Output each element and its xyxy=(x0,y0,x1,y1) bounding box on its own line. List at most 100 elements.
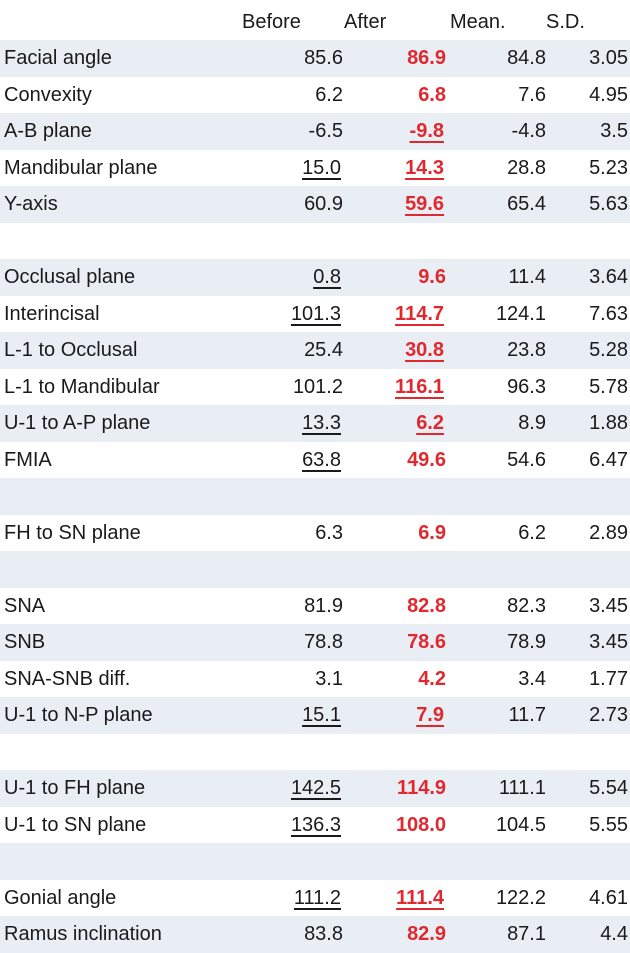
cell-after-value: 30.8 xyxy=(405,339,444,361)
cell-after-value: 111.4 xyxy=(396,886,444,909)
cell-after: 14.3 xyxy=(403,150,446,187)
cell-before-value: 136.3 xyxy=(290,813,341,836)
cell-after: -9.8 xyxy=(408,113,446,150)
cell-mean: 111.1 xyxy=(499,770,546,807)
cell-mean: 82.3 xyxy=(507,588,546,625)
cell-mean: 7.6 xyxy=(518,77,546,114)
cell-after: 82.9 xyxy=(407,916,446,953)
cell-after-value: 114.7 xyxy=(395,302,444,325)
cell-sd: 5.63 xyxy=(589,186,628,223)
cell-before: 81.9 xyxy=(304,588,343,625)
cell-mean: 96.3 xyxy=(507,369,546,406)
cell-sd-value: 3.64 xyxy=(589,266,628,288)
cell-before-value: 101.3 xyxy=(290,302,341,325)
cell-mean-value: 65.4 xyxy=(507,193,546,215)
row-label: Gonial angle xyxy=(4,880,116,917)
cell-mean: 78.9 xyxy=(507,624,546,661)
row-label-value: U-1 to A-P plane xyxy=(4,412,151,434)
cell-before: 111.2 xyxy=(292,880,343,917)
cell-mean: 11.4 xyxy=(509,259,546,296)
table-row-spacer xyxy=(0,843,630,880)
cell-sd-value: 5.55 xyxy=(589,813,628,836)
row-label: U-1 to A-P plane xyxy=(4,405,150,442)
table-row: Y-axis 60.9 59.6 65.4 5.63 xyxy=(0,186,630,223)
cell-after: 114.9 xyxy=(397,770,446,807)
row-label: U-1 to FH plane xyxy=(4,770,145,807)
row-label: FH to SN plane xyxy=(4,515,141,552)
cell-after-value: 114.9 xyxy=(397,777,446,799)
cell-after: 6.8 xyxy=(418,77,446,114)
cell-mean-value: 11.7 xyxy=(508,704,546,726)
header-mean: Mean. xyxy=(450,11,506,33)
table-row: SNA-SNB diff. 3.1 4.2 3.4 1.77 xyxy=(0,660,630,698)
cell-mean-value: 82.3 xyxy=(507,594,546,617)
cell-after-value: 49.6 xyxy=(407,448,446,471)
cell-sd: 4.4 xyxy=(600,916,628,953)
row-label: SNA-SNB diff. xyxy=(4,661,130,698)
cell-before: 63.8 xyxy=(300,442,343,479)
cell-sd-value: 5.28 xyxy=(589,339,628,361)
cell-before: 3.1 xyxy=(315,661,343,698)
row-label: A-B plane xyxy=(4,113,92,150)
cell-before: 0.8 xyxy=(311,259,343,296)
cell-sd-value: 3.45 xyxy=(589,594,628,617)
cell-sd: 1.77 xyxy=(589,661,628,698)
cell-after: 7.9 xyxy=(414,697,446,734)
cell-sd-value: 3.5 xyxy=(600,120,628,142)
cell-after: 111.4 xyxy=(394,880,446,917)
cell-before-value: 15.1 xyxy=(302,704,341,726)
table-row: Facial angle 85.6 86.9 84.8 3.05 xyxy=(0,40,630,77)
row-label: Facial angle xyxy=(4,40,112,77)
cell-after-value: 59.6 xyxy=(405,193,444,215)
cell-after: 6.2 xyxy=(414,405,446,442)
cell-after-value: -9.8 xyxy=(409,120,444,142)
cell-before-value: 3.1 xyxy=(315,667,343,690)
cell-mean-value: -4.8 xyxy=(511,120,546,142)
cell-after-value: 7.9 xyxy=(416,704,444,726)
cell-sd: 3.45 xyxy=(589,588,628,625)
cell-after: 78.6 xyxy=(407,624,446,661)
cell-before-value: 6.3 xyxy=(315,521,343,544)
cell-mean-value: 84.8 xyxy=(507,47,546,69)
cell-sd: 2.89 xyxy=(589,515,628,552)
cell-before-value: 6.2 xyxy=(315,83,343,106)
cell-sd: 5.23 xyxy=(589,150,628,187)
cell-sd: 2.73 xyxy=(589,697,628,734)
cell-after-value: 78.6 xyxy=(407,631,446,653)
cell-sd: 5.54 xyxy=(589,770,628,807)
cell-before-value: 60.9 xyxy=(304,193,343,215)
cell-mean: 6.2 xyxy=(518,515,546,552)
table-row: Mandibular plane 15.0 14.3 28.8 5.23 xyxy=(0,149,630,187)
cell-sd: 4.95 xyxy=(589,77,628,114)
cell-after-value: 116.1 xyxy=(395,375,444,398)
row-label: Mandibular plane xyxy=(4,150,157,187)
cell-mean: 87.1 xyxy=(507,916,546,953)
row-label-value: SNA-SNB diff. xyxy=(4,667,131,690)
row-label: Interincisal xyxy=(4,296,100,333)
header-after: After xyxy=(344,11,387,33)
row-label-value: A-B plane xyxy=(4,120,92,142)
cell-sd-value: 1.88 xyxy=(589,412,628,434)
cell-sd-value: 4.61 xyxy=(589,886,628,909)
cell-mean-value: 8.9 xyxy=(518,412,546,434)
row-label-value: Gonial angle xyxy=(4,886,117,909)
row-label: L-1 to Occlusal xyxy=(4,332,137,369)
cell-sd-value: 3.45 xyxy=(589,631,628,653)
cell-sd: 1.88 xyxy=(589,405,628,442)
cell-sd-value: 7.63 xyxy=(589,302,628,325)
cell-before: 60.9 xyxy=(304,186,343,223)
table-row: U-1 to FH plane 142.5 114.9 111.1 5.54 xyxy=(0,770,630,807)
cell-mean-value: 122.2 xyxy=(495,886,546,909)
cell-before-value: 13.3 xyxy=(302,412,341,434)
cell-mean: 8.9 xyxy=(518,405,546,442)
row-label-value: SNA xyxy=(4,594,46,617)
row-label-value: FMIA xyxy=(4,448,52,471)
row-label: SNA xyxy=(4,588,45,625)
cell-sd-value: 4.4 xyxy=(600,923,628,945)
cell-after: 116.1 xyxy=(393,369,446,406)
cell-before: -6.5 xyxy=(309,113,343,150)
cell-sd: 7.63 xyxy=(589,296,628,333)
row-label-value: U-1 to SN plane xyxy=(4,813,147,836)
row-label: U-1 to N-P plane xyxy=(4,697,153,734)
cell-sd-value: 5.23 xyxy=(589,156,628,179)
